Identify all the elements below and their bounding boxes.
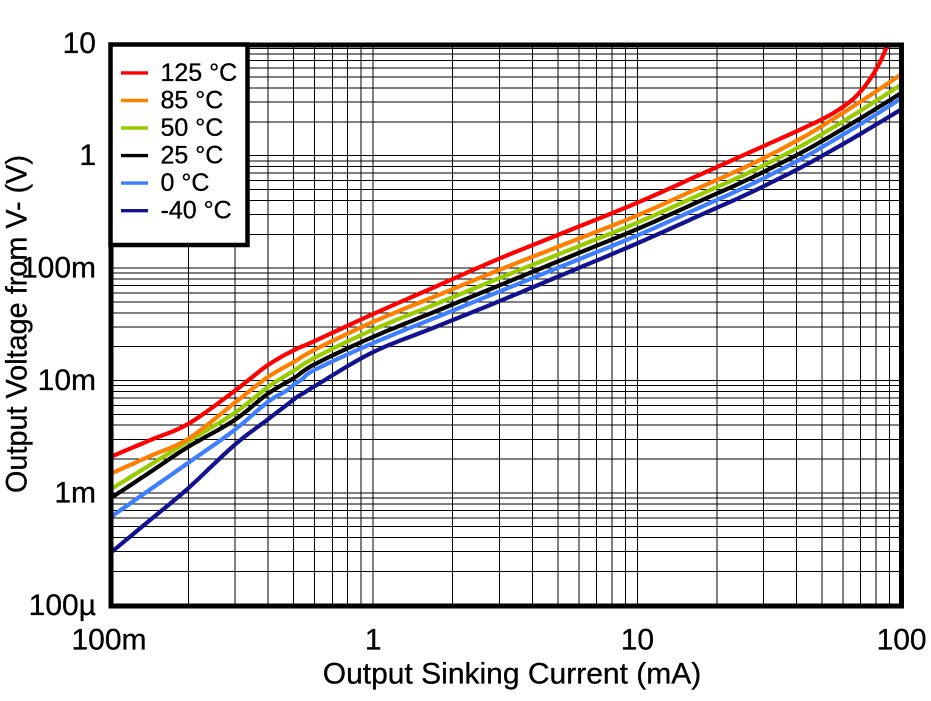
- svg-text:1: 1: [79, 139, 96, 172]
- svg-text:10m: 10m: [38, 364, 96, 397]
- svg-text:Output Sinking Current (mA): Output Sinking Current (mA): [323, 658, 701, 691]
- svg-text:50 °C: 50 °C: [161, 114, 224, 142]
- svg-text:100µ: 100µ: [29, 589, 96, 622]
- svg-text:125 °C: 125 °C: [161, 59, 238, 87]
- svg-text:10: 10: [621, 623, 654, 656]
- svg-text:-40 °C: -40 °C: [161, 197, 232, 225]
- svg-text:25 °C: 25 °C: [161, 142, 224, 170]
- svg-text:1m: 1m: [54, 476, 96, 509]
- svg-text:10: 10: [63, 27, 96, 60]
- svg-text:100: 100: [877, 623, 927, 656]
- svg-text:100m: 100m: [71, 623, 146, 656]
- svg-text:Output Voltage from V- (V): Output Voltage from V- (V): [1, 155, 34, 493]
- svg-text:100m: 100m: [21, 252, 96, 285]
- svg-text:85 °C: 85 °C: [161, 87, 224, 115]
- svg-text:1: 1: [365, 623, 382, 656]
- svg-text:0 °C: 0 °C: [161, 169, 210, 197]
